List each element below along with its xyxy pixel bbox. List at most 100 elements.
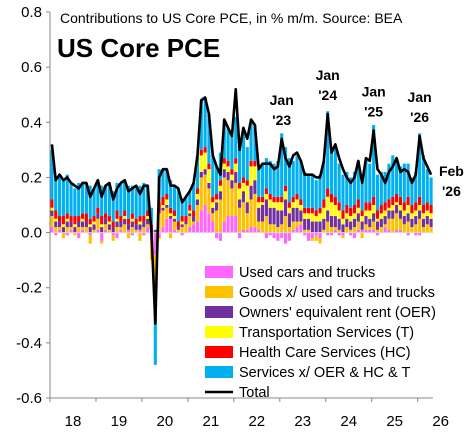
bar-segment-series-4 xyxy=(207,163,211,170)
legend-label: Health Care Services (HC) xyxy=(239,345,411,361)
bar-segment-series-4 xyxy=(303,207,307,214)
chart-subtitle: Contributions to US Core PCE, in % m/m. … xyxy=(60,10,403,26)
bar-segment-series-1 xyxy=(234,182,238,217)
bar-segment-series-1 xyxy=(264,216,268,233)
bar-segment-series-2 xyxy=(379,218,383,228)
bar-segment-series-5 xyxy=(276,160,280,197)
bar-segment-series-4 xyxy=(107,216,111,222)
bar-segment-series-4 xyxy=(349,207,353,217)
bar-segment-series-0 xyxy=(418,232,422,236)
bar-segment-series-1 xyxy=(203,174,207,205)
bar-segment-series-1 xyxy=(165,207,169,219)
x-tick-label: 24 xyxy=(340,413,357,430)
bar-segment-series-2 xyxy=(88,227,92,233)
bar-segment-series-0 xyxy=(283,232,288,244)
bar-segment-series-3 xyxy=(264,193,268,200)
bar-segment-series-1 xyxy=(84,227,88,233)
bar-segment-series-3 xyxy=(402,210,406,217)
bar-segment-series-2 xyxy=(80,221,85,228)
bar-segment-series-3 xyxy=(360,216,364,222)
bar-segment-series-0 xyxy=(65,232,69,236)
bar-segment-series-5 xyxy=(272,163,276,197)
annotation-line2: '25 xyxy=(364,104,383,120)
bar-segment-series-4 xyxy=(387,199,391,208)
bar-segment-series-1 xyxy=(184,224,188,233)
bar-segment-series-1 xyxy=(65,227,69,233)
bar-segment-series-5 xyxy=(364,160,368,203)
bar-segment-series-4 xyxy=(126,218,131,225)
bar-segment-series-4 xyxy=(352,205,357,214)
bar-segment-series-2 xyxy=(203,169,207,175)
bar-segment-series-4 xyxy=(234,158,238,164)
bar-segment-series-1 xyxy=(119,227,123,230)
bar-segment-series-4 xyxy=(195,188,200,194)
bar-segment-series-5 xyxy=(192,182,196,211)
bar-segment-series-5 xyxy=(54,177,58,211)
bar-segment-series-3 xyxy=(295,199,299,208)
bar-segment-series-1 xyxy=(146,224,150,228)
bar-segment-series-4 xyxy=(73,216,77,225)
bar-segment-series-4 xyxy=(161,196,165,205)
bar-segment-series-0 xyxy=(310,232,314,239)
legend-swatch xyxy=(205,366,233,378)
bar-segment-series-0 xyxy=(69,229,73,233)
bar-segment-series-5 xyxy=(360,177,364,211)
bar-segment-series-3 xyxy=(230,174,234,181)
bar-segment-series-1 xyxy=(218,199,222,233)
bar-segment-series-3 xyxy=(226,166,230,172)
bar-segment-series-4 xyxy=(184,216,188,222)
bar-segment-series-1 xyxy=(333,227,337,230)
bar-segment-series-2 xyxy=(264,199,268,217)
bar-segment-series-0 xyxy=(341,232,345,236)
bar-segment-series-1 xyxy=(249,199,253,228)
bar-segment-series-0 xyxy=(211,221,215,233)
chart-title: US Core PCE xyxy=(57,33,220,63)
bar-segment-series-1 xyxy=(372,221,376,230)
bar-segment-series-1 xyxy=(69,227,73,230)
bar-segment-series-5 xyxy=(368,163,372,203)
bar-segment-series-2 xyxy=(65,221,69,228)
bar-segment-series-4 xyxy=(100,216,104,225)
bar-segment-series-0 xyxy=(352,232,357,239)
bar-segment-series-5 xyxy=(352,171,357,205)
bar-segment-series-5 xyxy=(238,144,242,183)
bar-segment-series-5 xyxy=(303,171,307,208)
bar-segment-series-0 xyxy=(100,232,104,241)
bar-segment-series-2 xyxy=(375,221,380,230)
y-tick-label: 0.0 xyxy=(21,225,42,242)
bar-segment-series-4 xyxy=(283,185,288,192)
bar-segment-series-4 xyxy=(88,218,92,225)
bar-segment-series-3 xyxy=(207,169,211,183)
bar-segment-series-4 xyxy=(130,213,134,219)
bar-segment-series-1 xyxy=(368,227,372,230)
bar-segment-series-1 xyxy=(253,193,257,228)
legend-label: Used cars and trucks xyxy=(239,265,375,281)
bar-segment-series-4 xyxy=(165,193,169,200)
bar-segment-series-2 xyxy=(107,224,111,230)
bar-segment-series-2 xyxy=(176,227,180,230)
bar-segment-series-1 xyxy=(260,221,265,233)
bar-segment-series-3 xyxy=(372,205,376,214)
bar-segment-series-3 xyxy=(222,163,226,170)
bar-segment-series-1 xyxy=(107,229,111,233)
legend-label: Transportation Services (T) xyxy=(239,325,414,341)
bar-segment-series-5 xyxy=(402,163,406,203)
bar-segment-series-1 xyxy=(429,227,433,233)
bar-segment-series-5 xyxy=(115,182,119,211)
bar-segment-series-2 xyxy=(299,210,303,222)
bar-segment-series-0 xyxy=(295,227,299,233)
annotation-line2: '24 xyxy=(318,87,337,103)
bar-segment-series-5 xyxy=(253,125,257,161)
bar-segment-series-3 xyxy=(88,224,92,228)
bar-segment-series-5 xyxy=(429,177,433,205)
bar-segment-series-5 xyxy=(395,160,399,194)
bar-segment-series-1 xyxy=(268,224,272,233)
bar-segment-series-3 xyxy=(92,221,96,225)
bar-segment-series-5 xyxy=(318,174,322,208)
bar-segment-series-1 xyxy=(172,221,177,230)
bar-segment-series-3 xyxy=(180,221,184,225)
bar-segment-series-1 xyxy=(88,235,92,244)
bar-segment-series-5 xyxy=(222,119,226,159)
bar-segment-series-5 xyxy=(84,182,88,214)
annotation-line2: '26 xyxy=(410,109,429,125)
